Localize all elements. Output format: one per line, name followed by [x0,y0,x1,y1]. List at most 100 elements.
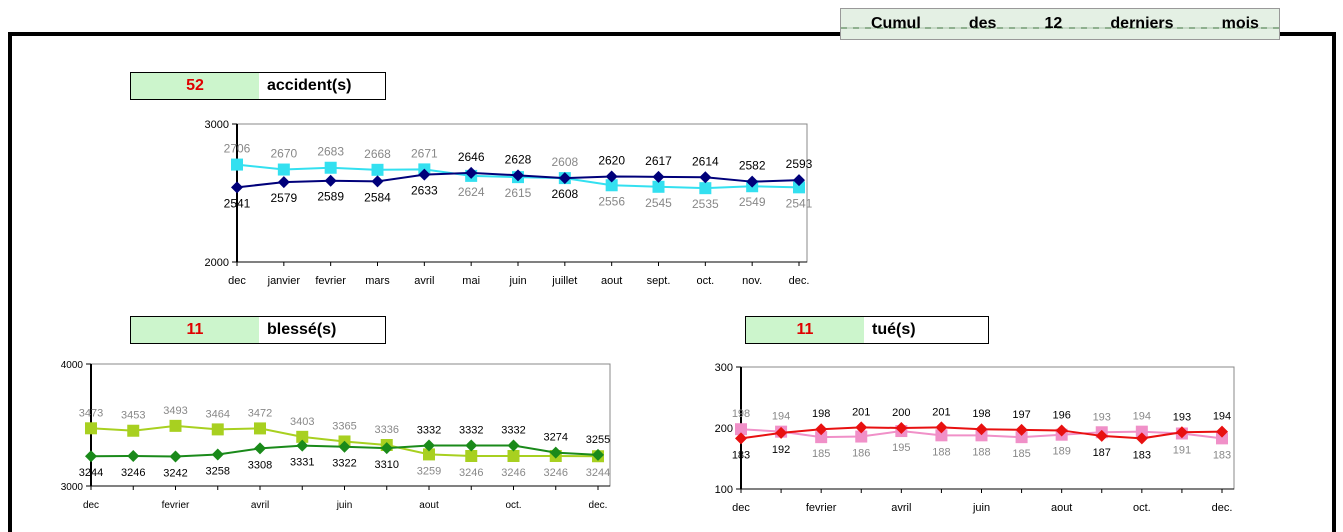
tues-data-label: 185 [812,448,830,460]
accidents-data-label: 2683 [317,145,344,159]
blesses-data-label: 3310 [375,459,399,471]
blesses-diamond-marker [211,448,224,461]
tues-x-tick-label: aout [1051,502,1072,514]
blesses-data-label: 3274 [544,432,568,444]
accidents-diamond-marker [371,175,384,188]
tues-y-tick-label: 200 [715,423,733,435]
blesses-data-label: 3332 [417,424,441,436]
tues-data-label: 195 [892,442,910,454]
blesses-square-marker [507,449,520,462]
accidents-data-label: 2671 [411,146,438,160]
accidents-square-marker [605,179,618,192]
accidents-data-label: 2617 [645,154,672,168]
blesses-data-label: 3255 [586,434,610,446]
blesses-label: blessé(s) [267,321,337,338]
accidents-diamond-marker [324,174,337,187]
tues-diamond-marker [735,432,747,445]
tues-label: tué(s) [872,321,916,338]
blesses-count: 11 [131,317,259,343]
tues-data-label: 187 [1093,447,1111,459]
blesses-diamond-marker [507,439,520,452]
accidents-data-label: 2615 [505,186,532,200]
blesses-data-label: 3331 [290,457,314,469]
tues-data-label: 191 [1173,444,1191,456]
accidents-square-marker [699,182,712,195]
blesses-data-label: 3493 [163,405,187,417]
blesses-data-label: 3472 [248,407,272,419]
accidents-data-label: 2589 [317,190,344,204]
tues-data-label: 193 [1093,411,1111,423]
tues-data-label: 197 [1012,409,1030,421]
blesses-diamond-marker [592,448,604,461]
tues-diamond-marker [1216,425,1228,438]
tues-square-marker [815,431,828,444]
blesses-diamond-marker [423,439,435,452]
blesses-square-marker [127,424,140,437]
accidents-y-tick-label: 3000 [205,119,229,131]
accidents-data-label: 2541 [224,196,251,210]
accidents-data-label: 2668 [364,147,391,161]
accidents-data-label: 2584 [364,190,391,204]
accidents-square-marker [652,180,665,193]
tues-data-label: 183 [1133,449,1151,461]
blesses-diamond-marker [85,450,97,463]
blesses-x-tick-label: aout [419,500,439,511]
tues-diamond-marker [1015,423,1028,436]
accidents-data-label: 2535 [692,197,719,211]
accidents-y-tick-label: 2000 [205,257,229,269]
accidents-diamond-marker [746,175,759,188]
blesses-square-marker [423,448,435,461]
blesses-data-label: 3332 [459,424,483,436]
tues-diamond-marker [1175,426,1188,439]
accidents-diamond-marker [277,176,290,189]
tues-diamond-marker [895,422,908,434]
tues-data-label: 183 [1213,449,1231,461]
accidents-data-label: 2624 [458,185,485,199]
accidents-x-tick-label: mars [365,275,390,287]
accidents-diamond-marker [605,170,618,183]
tues-data-label: 194 [1213,411,1231,423]
tues-count: 11 [746,317,864,343]
accidents-diamond-marker [465,166,478,179]
tues-data-label: 198 [732,408,750,420]
tues-y-tick-label: 100 [715,484,733,496]
blesses-data-label: 3453 [121,410,145,422]
tues-plot-area [740,366,1235,490]
period-banner: Cumul des 12 derniers mois [840,8,1280,40]
blesses-y-tick-label: 3000 [61,482,84,493]
blesses-data-label: 3242 [163,467,187,479]
tues-square-marker [935,429,948,442]
banner-word: derniers [1110,15,1174,32]
accidents-card: 52 accident(s) [130,72,386,100]
tues-square-marker [735,423,747,436]
accidents-x-tick-label: oct. [696,275,714,287]
blesses-square-marker [254,422,266,435]
tues-data-label: 183 [732,449,750,461]
blesses-x-tick-label: juin [336,500,353,511]
accidents-diamond-marker [558,172,571,185]
accidents-diamond-marker [231,181,243,194]
accidents-x-tick-label: nov. [742,275,762,287]
blesses-y-tick-label: 4000 [61,360,84,371]
accidents-data-label: 2579 [270,191,297,205]
blesses-x-tick-label: dec. [589,500,608,511]
accidents-x-tick-label: sept. [647,275,671,287]
tues-diamond-marker [1055,424,1068,437]
tues-data-label: 189 [1052,446,1070,458]
accidents-data-label: 2541 [786,196,813,210]
tues-x-tick-label: oct. [1133,502,1151,514]
blesses-diamond-marker [338,440,351,453]
accidents-data-label: 2628 [505,152,532,166]
accidents-data-label: 2549 [739,195,766,209]
tues-data-label: 192 [772,444,790,456]
accidents-x-tick-label: juillet [551,275,577,287]
blesses-diamond-marker [380,442,393,455]
tues-data-label: 201 [932,406,950,418]
tues-data-label: 198 [972,408,990,420]
banner-strike [841,27,1279,29]
accidents-square-marker [793,181,805,194]
accidents-square-marker [277,163,290,176]
tues-diamond-marker [775,426,788,439]
accidents-data-label: 2633 [411,184,438,198]
accidents-x-tick-label: dec [228,275,246,287]
